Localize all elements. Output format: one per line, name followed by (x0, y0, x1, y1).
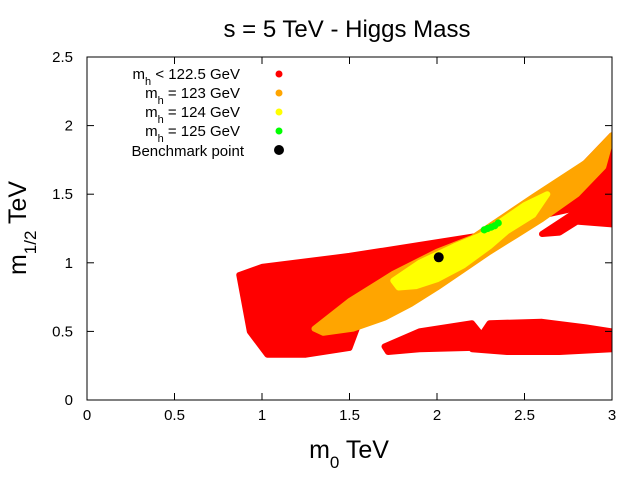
legend-marker-mh-125-gev (275, 127, 283, 135)
legend-marker-mh-122-5-gev (275, 70, 283, 78)
region-mh-122-5-gev-3 (539, 191, 612, 237)
x-tick-label: 2.5 (514, 407, 535, 424)
y-axis-label-main: m (4, 254, 32, 275)
y-tick-label: 0.5 (52, 323, 73, 340)
y-tick-label: 1.5 (52, 186, 73, 203)
x-tick-label: 1 (258, 407, 266, 424)
legend-marker-mh-124-gev (275, 108, 283, 116)
chart-title: s = 5 TeV - Higgs Mass (224, 16, 471, 43)
y-tick-label: 1 (65, 255, 73, 272)
region-mh-122-5-gev-2 (469, 318, 612, 355)
legend-label: mh < 122.5 GeV (133, 66, 240, 88)
point-benchmark-point-0 (433, 252, 444, 263)
legend-marker-benchmark-point (274, 145, 284, 155)
x-tick-label: 3 (608, 407, 616, 424)
x-tick-label: 0.5 (164, 407, 185, 424)
x-axis-label-unit: TeV (339, 436, 389, 464)
region-mh-122-5-gev-1 (381, 320, 484, 355)
x-tick-label: 2 (433, 407, 441, 424)
x-axis-label-sub: 0 (330, 453, 339, 472)
legend-label: Benchmark point (131, 143, 244, 160)
legend-marker-mh-123-gev (275, 89, 283, 97)
ticks-layer: 0 0.5 1 1.5 2 2.5 3 0 0.5 1 1.5 2 2.5 (52, 49, 616, 424)
y-axis-label-sub: 1/2 (21, 231, 40, 255)
legend-label: mh = 124 GeV (145, 104, 240, 126)
legend: mh < 122.5 GeV mh = 123 GeV mh = 124 GeV… (131, 66, 284, 160)
region-mh-123-gev-0 (311, 132, 612, 336)
y-axis-label: m1/2 TeV (4, 181, 40, 275)
data-layer (236, 132, 612, 358)
legend-label: mh = 123 GeV (145, 85, 240, 107)
y-tick-label: 2 (65, 118, 73, 135)
y-tick-label: 0 (65, 392, 73, 409)
point-mh-125-gev-4 (494, 219, 502, 227)
y-tick-label: 2.5 (52, 49, 73, 66)
x-tick-label: 0 (83, 407, 91, 424)
y-axis-label-unit: TeV (4, 181, 32, 231)
x-tick-label: 1.5 (339, 407, 360, 424)
x-axis-label: m0 TeV (309, 436, 389, 472)
legend-label: mh = 125 GeV (145, 123, 240, 145)
region-mh-124-gev-0 (390, 191, 551, 291)
x-axis-label-main: m (309, 436, 330, 464)
